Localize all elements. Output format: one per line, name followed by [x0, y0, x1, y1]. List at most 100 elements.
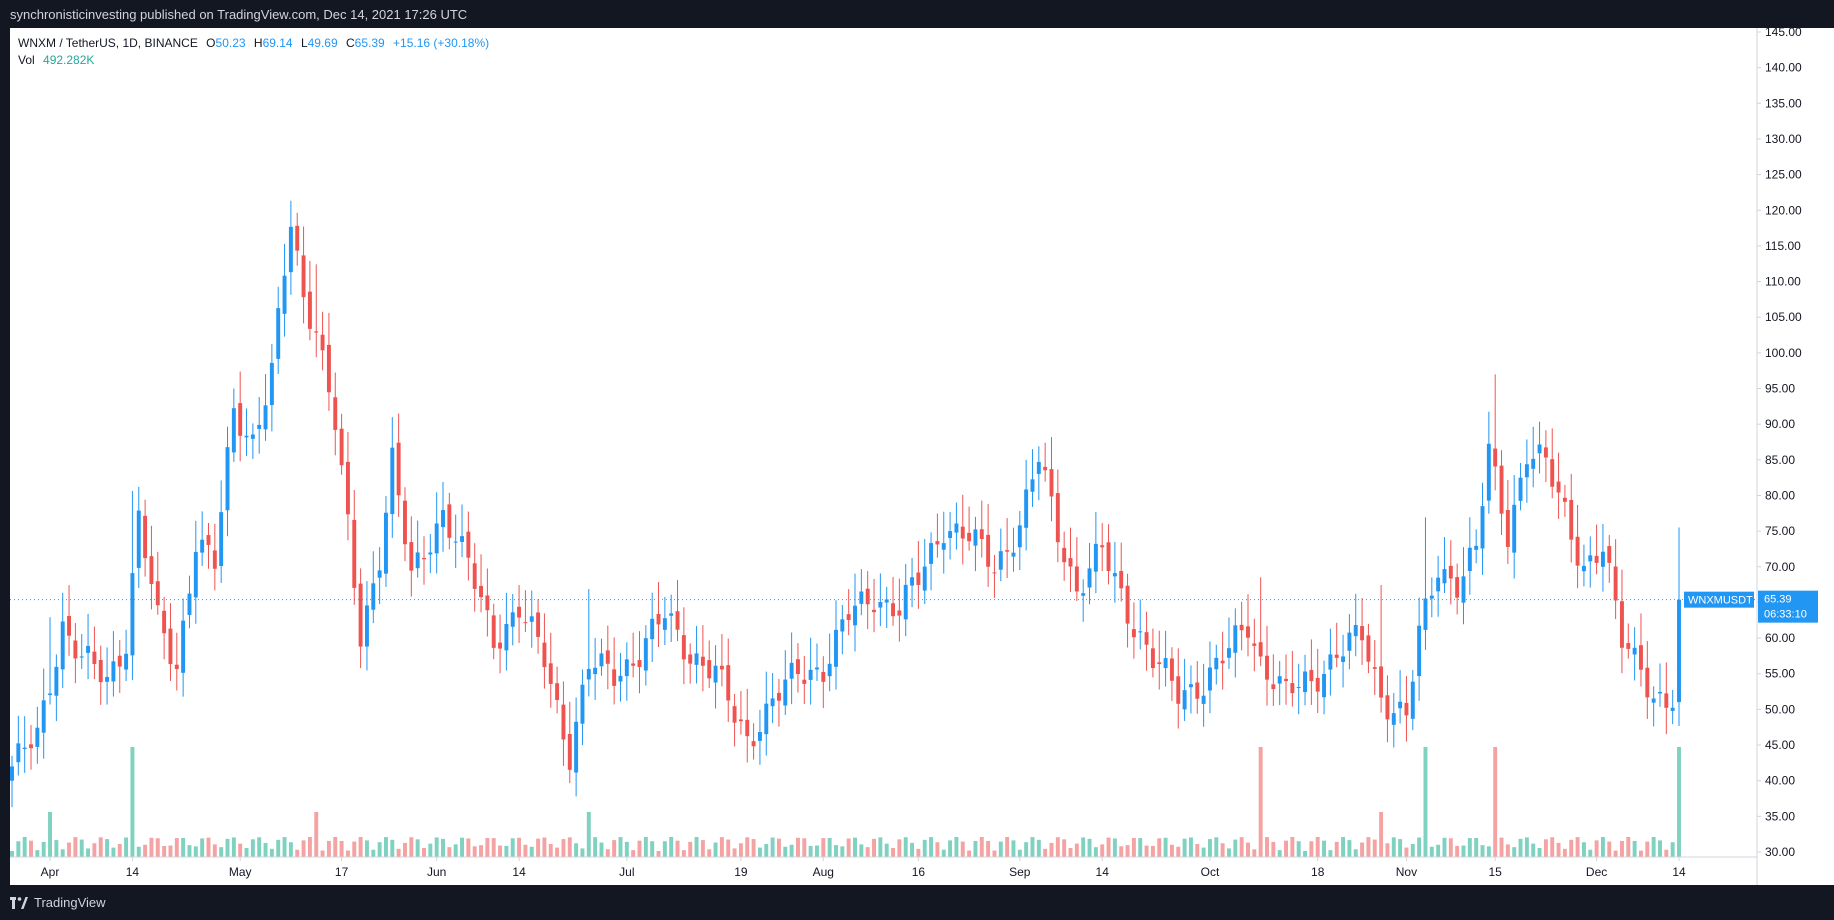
volume-bar — [612, 840, 617, 857]
candle-body — [542, 642, 547, 668]
legend-low-label: L — [300, 36, 308, 50]
candle-body — [916, 572, 921, 585]
candle-body — [929, 543, 934, 564]
volume-bar — [98, 837, 103, 857]
candle-body — [1639, 645, 1643, 670]
volume-bar — [840, 846, 845, 857]
candle-body — [954, 523, 959, 533]
price-tick-label: 45.00 — [1765, 738, 1795, 752]
volume-bar — [1043, 848, 1048, 857]
price-tick-label: 60.00 — [1765, 631, 1795, 645]
volume-bar — [1442, 837, 1447, 857]
time-axis[interactable]: Apr 14 May 17 Jun 14 Jul 19 Aug 16 Sep 14 Oct 18 Nov 15… — [41, 857, 1686, 879]
volume-bar — [1499, 837, 1504, 857]
volume-bar — [441, 838, 445, 857]
symbol-tag-text: WNXMUSDT — [1688, 595, 1753, 607]
volume-bar — [339, 840, 344, 857]
candle-body — [986, 534, 991, 567]
volume-bar — [713, 842, 718, 857]
candle-body — [1353, 624, 1358, 637]
volume-bar — [371, 849, 376, 857]
candle-body — [1227, 648, 1231, 658]
volume-bar — [1626, 837, 1631, 857]
price-tick-label: 140.00 — [1765, 61, 1802, 75]
candlestick-chart[interactable]: 145.00 140.00 135.00 130.00 125.00 120.00 115.… — [0, 0, 1834, 885]
volume-bar — [967, 850, 972, 857]
volume-bar — [1493, 747, 1498, 857]
candle-body — [738, 719, 743, 722]
candle-body — [948, 531, 953, 539]
candle-body — [827, 663, 832, 677]
time-tick-label: 18 — [1311, 865, 1325, 879]
candle-body — [795, 659, 800, 675]
candle-body — [384, 512, 388, 574]
price-axis[interactable]: 145.00 140.00 135.00 130.00 125.00 120.00 115.… — [1757, 25, 1802, 859]
candle-body — [903, 584, 908, 620]
tradingview-logo[interactable]: TradingView — [10, 895, 106, 910]
candle-body — [1486, 443, 1491, 501]
volume-bar — [143, 844, 148, 857]
candle-body — [707, 660, 712, 679]
candle-body — [656, 613, 661, 625]
volume-bar — [517, 837, 522, 857]
candle-body — [618, 675, 623, 682]
candle-body — [1062, 547, 1067, 563]
volume-bar — [1347, 840, 1352, 857]
volume-bar — [1645, 841, 1650, 857]
candle-body — [605, 650, 610, 664]
chart-panel[interactable] — [10, 28, 1834, 885]
volume-bar — [162, 845, 167, 857]
candle-body — [10, 766, 14, 781]
candle-body — [1493, 448, 1498, 467]
candle-body — [124, 653, 129, 670]
candle-body — [1214, 657, 1219, 670]
volume-bar — [789, 844, 794, 857]
legend-high: 69.14 — [262, 36, 293, 50]
candle-body — [1138, 631, 1143, 633]
candle-body — [1252, 643, 1257, 646]
candle-body — [149, 556, 154, 584]
time-tick-label: Oct — [1201, 865, 1220, 879]
legend-vol-label: Vol — [18, 53, 35, 67]
price-tick-label: 75.00 — [1765, 524, 1795, 538]
volume-bar — [1417, 837, 1422, 857]
volume-bar — [73, 837, 78, 857]
volume-bar — [1619, 840, 1624, 857]
volume-bar — [307, 837, 312, 857]
price-tick-label: 85.00 — [1765, 453, 1795, 467]
volume-bar — [212, 844, 217, 857]
candle-body — [612, 669, 617, 686]
volume-bar — [681, 850, 686, 857]
volume-bar — [694, 837, 699, 857]
candle-body — [257, 424, 262, 429]
volume-bar — [1524, 837, 1529, 857]
candle-body — [1030, 479, 1035, 492]
volume-bar — [358, 837, 363, 857]
price-tick-label: 40.00 — [1765, 774, 1795, 788]
candle-body — [390, 447, 395, 515]
candle-body — [143, 515, 148, 559]
candle-body — [16, 743, 21, 763]
candle-body — [472, 563, 477, 589]
candle-body — [719, 665, 724, 670]
volume-bar — [1081, 837, 1086, 857]
volume-bar — [1537, 847, 1542, 857]
volume-bar — [675, 840, 680, 857]
volume-bar — [1334, 841, 1339, 857]
candle-body — [1461, 576, 1466, 603]
volume-bar — [643, 837, 648, 857]
volume-bar — [1100, 844, 1105, 857]
volume-bar — [1138, 838, 1143, 857]
volume-bar — [1556, 842, 1561, 857]
candle-body — [1543, 447, 1548, 458]
volume-bar — [1512, 847, 1517, 857]
legend-vol: 492.282K — [43, 53, 95, 67]
volume-bar — [231, 837, 236, 857]
candle-body — [1068, 558, 1073, 567]
candle-body — [523, 622, 528, 624]
candle-body — [1049, 469, 1054, 497]
candle-body — [1436, 577, 1441, 592]
candle-body — [1188, 684, 1193, 688]
volume-bar — [764, 843, 769, 857]
volume-bar — [1176, 846, 1181, 857]
